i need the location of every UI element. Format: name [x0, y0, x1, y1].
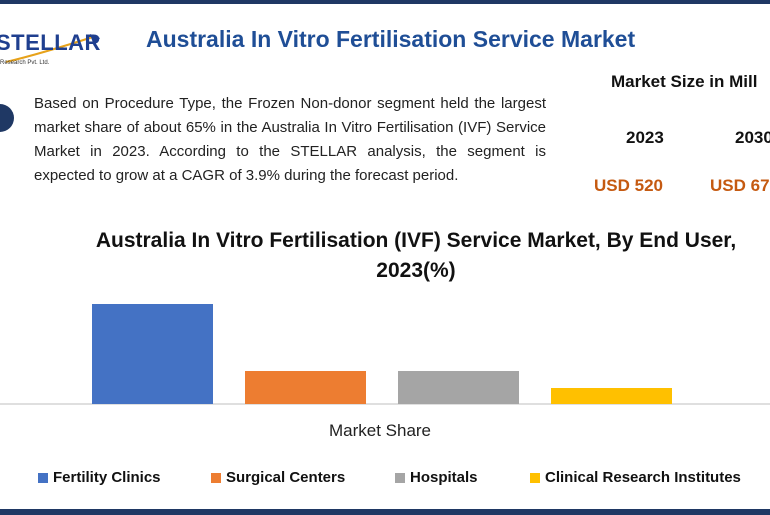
bar-chart — [0, 304, 770, 405]
logo-subtitle: Research Pvt. Ltd. — [0, 60, 50, 66]
description-text: Based on Procedure Type, the Frozen Non-… — [34, 95, 546, 184]
legend-label: Surgical Centers — [226, 469, 346, 486]
top-border — [0, 0, 770, 4]
market-size-value-2: USD 67 — [710, 176, 770, 195]
market-size-year-1: 2023 — [626, 128, 664, 147]
legend-label: Clinical Research Institutes — [545, 469, 741, 486]
bar-clinical-research-institutes — [551, 388, 672, 404]
legend-swatch — [395, 473, 405, 483]
bottom-border — [0, 509, 770, 515]
bullet-icon — [0, 104, 14, 132]
legend-swatch — [38, 473, 48, 483]
legend-swatch — [530, 473, 540, 483]
page-title: Australia In Vitro Fertilisation Service… — [146, 26, 636, 52]
chart-title: Australia In Vitro Fertilisation (IVF) S… — [95, 229, 737, 282]
market-size-year-2: 2030 — [735, 128, 770, 147]
legend-label: Hospitals — [410, 469, 478, 486]
bar-hospitals — [398, 371, 519, 404]
logo-wordmark: STELLAR — [0, 30, 101, 55]
market-size-title: Market Size in Mill — [611, 72, 758, 91]
legend-swatch — [211, 473, 221, 483]
legend-label: Fertility Clinics — [53, 469, 161, 486]
bar-surgical-centers — [245, 371, 366, 404]
x-axis-label: Market Share — [328, 421, 432, 440]
market-size-value-1: USD 520 — [594, 176, 663, 195]
bar-fertility-clinics — [92, 304, 213, 404]
logo-swoosh-icon — [5, 34, 100, 63]
stellar-logo: STELLAR Research Pvt. Ltd. — [0, 26, 110, 72]
